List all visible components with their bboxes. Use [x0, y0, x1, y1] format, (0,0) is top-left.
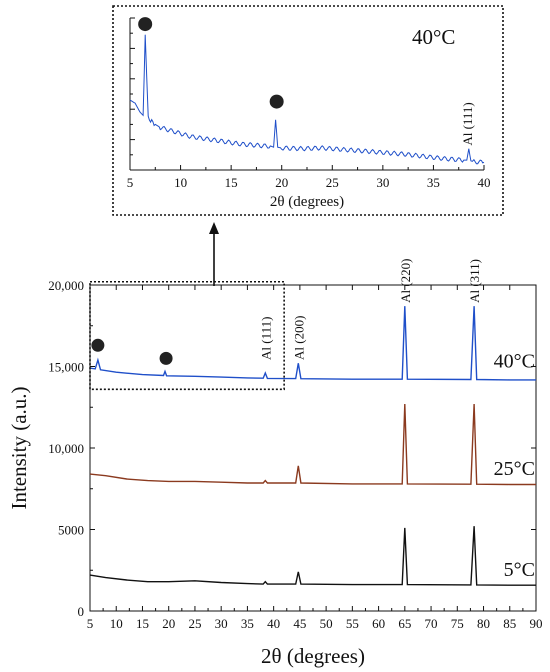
x-axis-title: 2θ (degrees) [261, 644, 365, 668]
y-tick-label: 0 [78, 604, 85, 619]
peak-circle-marker [91, 338, 105, 352]
inset-x-tick-label: 35 [427, 175, 440, 190]
series-label: 5°C [504, 559, 535, 581]
peak-circle-marker [159, 351, 173, 365]
x-tick-label: 70 [425, 616, 438, 631]
zoom-box [89, 280, 285, 391]
inset-x-tick-label: 20 [275, 175, 288, 190]
x-tick-label: 60 [372, 616, 385, 631]
inset-x-tick-label: 25 [326, 175, 339, 190]
y-tick-label: 5000 [58, 523, 84, 538]
x-tick-label: 50 [320, 616, 333, 631]
inset-peak-circle-marker [138, 17, 153, 32]
inset-x-axis-title: 2θ (degrees) [270, 194, 344, 210]
peak-annotation: Al (220) [398, 259, 413, 303]
x-tick-label: 85 [503, 616, 516, 631]
x-tick-label: 20 [162, 616, 175, 631]
peak-annotation: Al (311) [467, 259, 482, 303]
series-line-25C [89, 403, 536, 486]
x-tick-label: 25 [188, 616, 201, 631]
x-tick-label: 90 [530, 616, 543, 631]
connector-arrowhead [209, 222, 219, 234]
peak-annotation: Al (111) [258, 317, 273, 360]
x-tick-label: 10 [110, 616, 123, 631]
y-tick-label: 20,000 [48, 278, 84, 293]
series-line-40C [89, 306, 536, 381]
peak-annotation: Al (200) [291, 316, 306, 360]
main-chart: 5 10 15 20 25 30 35 40 45 50 55 60 65 70 75 80 85 90 0 5000… [7, 259, 543, 668]
inset-x-tick-label: 10 [174, 175, 187, 190]
x-tick-label: 30 [215, 616, 228, 631]
series-label: 25°C [494, 458, 535, 480]
inset-peak-circle-marker [269, 94, 284, 109]
y-tick-label: 10,000 [48, 441, 84, 456]
series-line-5C [89, 526, 536, 586]
inset-x-tick-label: 40 [478, 175, 491, 190]
x-tick-label: 45 [293, 616, 306, 631]
series-label: 40°C [494, 350, 535, 372]
inset-peak-annotation: Al (111) [460, 102, 475, 145]
inset-x-tick-label: 15 [225, 175, 238, 190]
inset-x-tick-label: 5 [127, 175, 134, 190]
x-tick-label: 5 [87, 616, 94, 631]
y-axis-title: Intensity (a.u.) [7, 386, 31, 509]
inset-x-tick-label: 30 [376, 175, 389, 190]
inset-series-line [129, 34, 485, 165]
x-tick-label: 40 [267, 616, 280, 631]
x-tick-label: 75 [451, 616, 464, 631]
plot-frame [89, 284, 537, 612]
zoom-connector-arrow [209, 222, 219, 286]
inset-frame [112, 5, 504, 216]
x-tick-label: 80 [477, 616, 490, 631]
x-tick-label: 35 [241, 616, 254, 631]
x-tick-label: 65 [398, 616, 411, 631]
inset-title: 40°C [412, 25, 455, 49]
y-tick-label: 15,000 [48, 360, 84, 375]
inset-chart: 5 10 15 20 25 30 35 40 Al (111) 40°C 2θ (degrees) [112, 5, 504, 216]
x-tick-label: 15 [136, 616, 149, 631]
x-tick-label: 55 [346, 616, 359, 631]
